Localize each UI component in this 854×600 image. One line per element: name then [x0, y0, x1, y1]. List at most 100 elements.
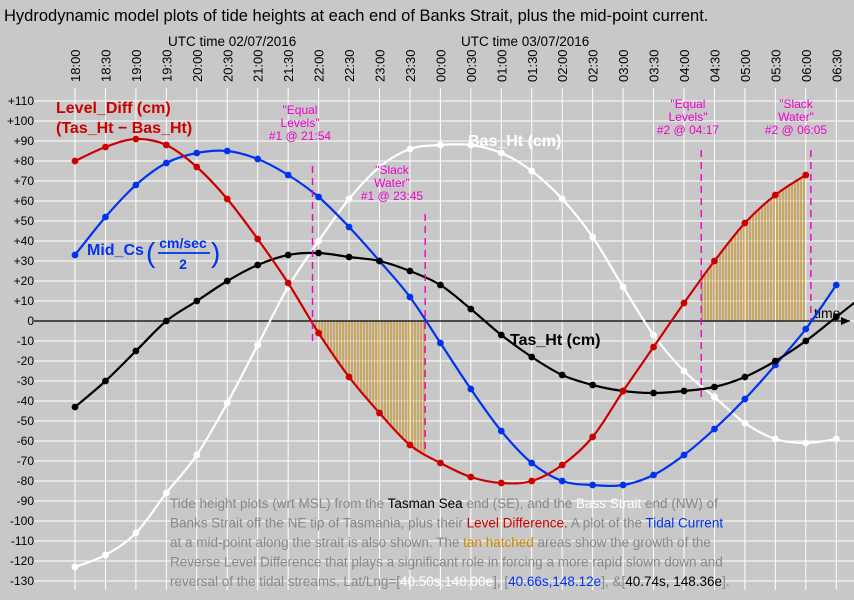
bas-height-point [254, 341, 262, 349]
mid-current-point [315, 193, 322, 201]
tas-height-point [315, 249, 322, 257]
level-diff-point [711, 257, 718, 265]
mid-current-point [406, 293, 414, 301]
series-group [71, 135, 854, 571]
level-diff-point [771, 191, 779, 199]
mid-current-point [497, 427, 505, 435]
mid-current-point [193, 149, 201, 157]
tas-height-point [193, 297, 201, 305]
level-diff-point [376, 409, 383, 417]
x-tick-label: 19:30 [159, 49, 174, 82]
level-diff-point [680, 299, 688, 307]
mid-current-paren-right: ) [211, 237, 220, 268]
mid-current-point [528, 459, 536, 467]
level-diff-point [193, 163, 201, 171]
mid-current-point [680, 451, 688, 459]
x-tick-label: 21:00 [251, 49, 266, 82]
mid-current-point [345, 223, 353, 231]
event-label: #2 @ 04:17 [657, 123, 720, 137]
tas-height-point [345, 253, 353, 261]
mid-current-point [711, 425, 718, 433]
level-diff-point [802, 171, 810, 179]
note-segment: A plot of the [568, 516, 646, 531]
note-segment: ], [ [493, 574, 508, 589]
mid-current-fraction-num: cm/sec [159, 235, 207, 251]
y-tick-label: -70 [17, 454, 35, 468]
x-tick-label: 06:00 [799, 49, 814, 82]
level-diff-point [437, 459, 444, 467]
bas-height-point [467, 141, 475, 149]
level-diff-point [741, 219, 749, 227]
level-diff-point [315, 329, 322, 337]
event-label: #1 @ 21:54 [269, 129, 332, 143]
mid-current-paren-left: ( [146, 237, 156, 268]
mid-current-point [162, 159, 170, 167]
y-tick-label: -60 [17, 434, 35, 448]
level-diff-point [102, 143, 109, 151]
bas-height-point [741, 419, 749, 427]
x-tick-label: 05:30 [768, 49, 783, 82]
tas-height-point [102, 377, 109, 385]
tas-height-point [132, 347, 140, 355]
x-tick-label: 00:30 [464, 49, 479, 82]
x-tick-label: 04:00 [677, 49, 692, 82]
x-tick-label: 22:30 [342, 49, 357, 82]
tas-height-point [284, 251, 292, 259]
x-tick-label: 01:30 [525, 49, 540, 82]
tas-height-point [802, 337, 810, 345]
bas-height-point [193, 451, 201, 459]
y-tick-label: -10 [17, 334, 35, 348]
event-label: Water" [778, 110, 814, 124]
level-diff-point [223, 195, 231, 203]
level-diff-point [132, 135, 140, 143]
note-segment: Tidal Current [646, 516, 724, 531]
x-tick-label: 05:00 [738, 49, 753, 82]
note-segment: areas show the growth of the [534, 535, 711, 550]
y-tick-label: +110 [8, 94, 34, 108]
y-tick-label: -40 [17, 394, 35, 408]
tas-height-point [528, 353, 536, 361]
y-tick-label: +40 [14, 234, 35, 248]
note-line: reversal of the tidal streams. Lat/Lng=[… [170, 574, 730, 589]
x-tick-label: 23:00 [373, 49, 388, 82]
mid-current-point [437, 339, 444, 347]
y-tick-label: -90 [17, 494, 35, 508]
level-diff-label: Level_Diff (cm) [56, 100, 171, 117]
event-label: "Slack [779, 97, 814, 111]
bas-height-line [74, 143, 837, 569]
x-tick-label: 20:00 [190, 49, 205, 82]
bas-height-point [345, 195, 353, 203]
note-segment: at a mid-point along the strait is also … [170, 535, 463, 550]
bas-height-point [802, 439, 810, 447]
event-label: Water" [374, 176, 410, 190]
note-line: Tide height plots (wrt MSL) from the Tas… [170, 496, 718, 511]
tas-height-label: Tas_Ht (cm) [510, 332, 600, 349]
note-segment: tan hatched [463, 535, 534, 550]
date-label: UTC time 03/07/2016 [461, 34, 589, 49]
y-tick-label: -30 [17, 374, 35, 388]
tas-height-point [771, 357, 779, 365]
axes: time+110+100+90+80+70+60+50+40+30+20+100… [7, 34, 850, 588]
tas-height-point [680, 387, 688, 395]
y-tick-label: -120 [10, 554, 34, 568]
level-diff-point [589, 433, 597, 441]
bas-height-point [437, 141, 444, 149]
level-diff-point [345, 373, 353, 381]
x-tick-label: 00:00 [433, 49, 448, 82]
mid-current-point [132, 181, 140, 189]
tas-height-point [437, 281, 444, 289]
level-diff-point [406, 441, 414, 449]
mid-current-point [558, 477, 566, 485]
tas-height-point [650, 389, 657, 397]
event-label: Levels" [669, 110, 708, 124]
y-tick-label: 0 [27, 314, 34, 328]
note-line: Banks Strait off the NE tip of Tasmania,… [170, 516, 723, 531]
level-diff-sublabel: (Tas_Ht − Bas_Ht) [56, 120, 192, 137]
x-tick-label: 23:30 [403, 49, 418, 82]
y-tick-label: -110 [11, 534, 34, 548]
bas-height-point [832, 435, 840, 443]
tas-height-point [254, 261, 262, 269]
mid-current-point [284, 171, 292, 179]
